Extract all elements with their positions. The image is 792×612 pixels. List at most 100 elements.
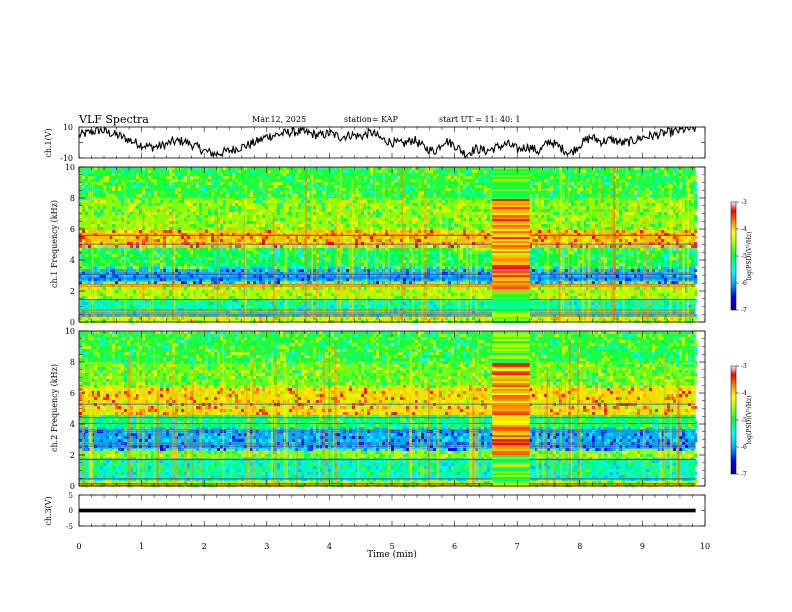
spectrogram-cell — [79, 281, 82, 284]
spectrogram-cell — [100, 281, 103, 284]
spectrogram-cell — [550, 221, 553, 224]
spectrogram-cell — [232, 170, 235, 173]
spectrogram-cell — [172, 185, 175, 188]
spectrogram-cell — [544, 278, 547, 281]
spectrogram-cell — [214, 173, 217, 176]
spectrogram-cell — [370, 170, 373, 173]
spectrogram-cell — [148, 200, 151, 203]
spectrogram-cell — [142, 191, 145, 194]
spectrogram-cell — [175, 305, 178, 308]
spectrogram-cell — [316, 185, 319, 188]
spectrogram-cell — [409, 221, 412, 224]
spectrogram-cell — [103, 170, 106, 173]
spectrogram-cell — [97, 212, 100, 215]
spectrogram-cell — [370, 173, 373, 176]
spectrogram-cell — [424, 254, 427, 257]
spectrogram-cell — [277, 221, 280, 224]
spectrogram-cell — [373, 167, 376, 170]
spectrogram-cell — [229, 221, 232, 224]
spectrogram-cell — [367, 260, 370, 263]
spectrogram-cell — [463, 218, 466, 221]
spectrogram-cell — [301, 203, 304, 206]
spectrogram-cell — [277, 317, 280, 320]
spectrogram-cell — [277, 320, 280, 323]
spectrogram-cell — [112, 254, 115, 257]
spectrogram-cell — [367, 266, 370, 269]
spectrogram-cell — [418, 224, 421, 227]
spectrogram-cell — [481, 230, 484, 233]
spectrogram-cell — [337, 185, 340, 188]
spectrogram-cell — [574, 227, 577, 230]
spectrogram-cell — [391, 236, 394, 239]
spectrogram-cell — [280, 182, 283, 185]
spectrogram-cell — [115, 242, 118, 245]
spectrogram-cell — [436, 236, 439, 239]
spectrogram-cell — [334, 188, 337, 191]
spectrogram-cell — [358, 194, 361, 197]
spectrogram-cell — [415, 224, 418, 227]
spectrogram-cell — [121, 308, 124, 311]
spectrogram-cell — [187, 236, 190, 239]
spectrogram-cell — [364, 227, 367, 230]
spectrogram-cell — [577, 296, 580, 299]
spectrogram-cell — [292, 218, 295, 221]
spectrogram-cell — [130, 185, 133, 188]
spectrogram-cell — [586, 200, 589, 203]
spectrogram-cell — [337, 215, 340, 218]
spectrogram-cell — [226, 194, 229, 197]
spectrogram-cell — [571, 275, 574, 278]
spectrogram-cell — [361, 212, 364, 215]
spectrogram-cell — [298, 245, 301, 248]
spectrogram-cell — [577, 320, 580, 323]
spectrogram-cell — [409, 251, 412, 254]
spectrogram-cell — [121, 188, 124, 191]
spectrogram-cell — [424, 275, 427, 278]
spectrogram-cell — [205, 179, 208, 182]
spectrogram-cell — [193, 176, 196, 179]
spectrogram-cell — [418, 239, 421, 242]
spectrogram-cell — [127, 179, 130, 182]
spectrogram-cell — [268, 248, 271, 251]
spectrogram-cell — [334, 191, 337, 194]
spectrogram-cell — [253, 269, 256, 272]
spectrogram-cell — [199, 188, 202, 191]
spectrogram-cell — [346, 197, 349, 200]
spectrogram-cell — [322, 299, 325, 302]
spectrogram-cell — [319, 293, 322, 296]
spectrogram-cell — [220, 239, 223, 242]
spectrogram-cell — [220, 254, 223, 257]
spectrogram-cell — [538, 182, 541, 185]
spectrogram-cell — [316, 209, 319, 212]
spectrogram-cell — [580, 320, 583, 323]
spectrogram-cell — [328, 257, 331, 260]
spectrogram-cell — [442, 299, 445, 302]
spectrogram-cell — [550, 296, 553, 299]
spectrogram-cell — [448, 188, 451, 191]
spectrogram-cell — [325, 278, 328, 281]
spectrogram-cell — [415, 293, 418, 296]
spectrogram-cell — [451, 293, 454, 296]
spectrogram-cell — [364, 284, 367, 287]
spectrogram-cell — [268, 314, 271, 317]
spectrogram-cell — [109, 299, 112, 302]
spectrogram-cell — [466, 185, 469, 188]
spectrogram-cell — [166, 185, 169, 188]
spectrogram-cell — [205, 200, 208, 203]
spectrogram-cell — [406, 206, 409, 209]
spectrogram-cell — [376, 230, 379, 233]
spectrogram-cell — [574, 251, 577, 254]
spectrogram-cell — [550, 266, 553, 269]
spectrogram-cell — [109, 251, 112, 254]
spectrogram-cell — [235, 203, 238, 206]
spectrogram-cell — [367, 221, 370, 224]
spectrogram-cell — [409, 317, 412, 320]
spectrogram-cell — [577, 233, 580, 236]
spectrogram-cell — [577, 221, 580, 224]
spectrogram-cell — [79, 269, 82, 272]
spectrogram-cell — [145, 185, 148, 188]
spectrogram-cell — [259, 314, 262, 317]
spectrogram-cell — [292, 173, 295, 176]
spectrogram-cell — [544, 248, 547, 251]
spectrogram-cell — [97, 314, 100, 317]
spectrogram-cell — [187, 215, 190, 218]
